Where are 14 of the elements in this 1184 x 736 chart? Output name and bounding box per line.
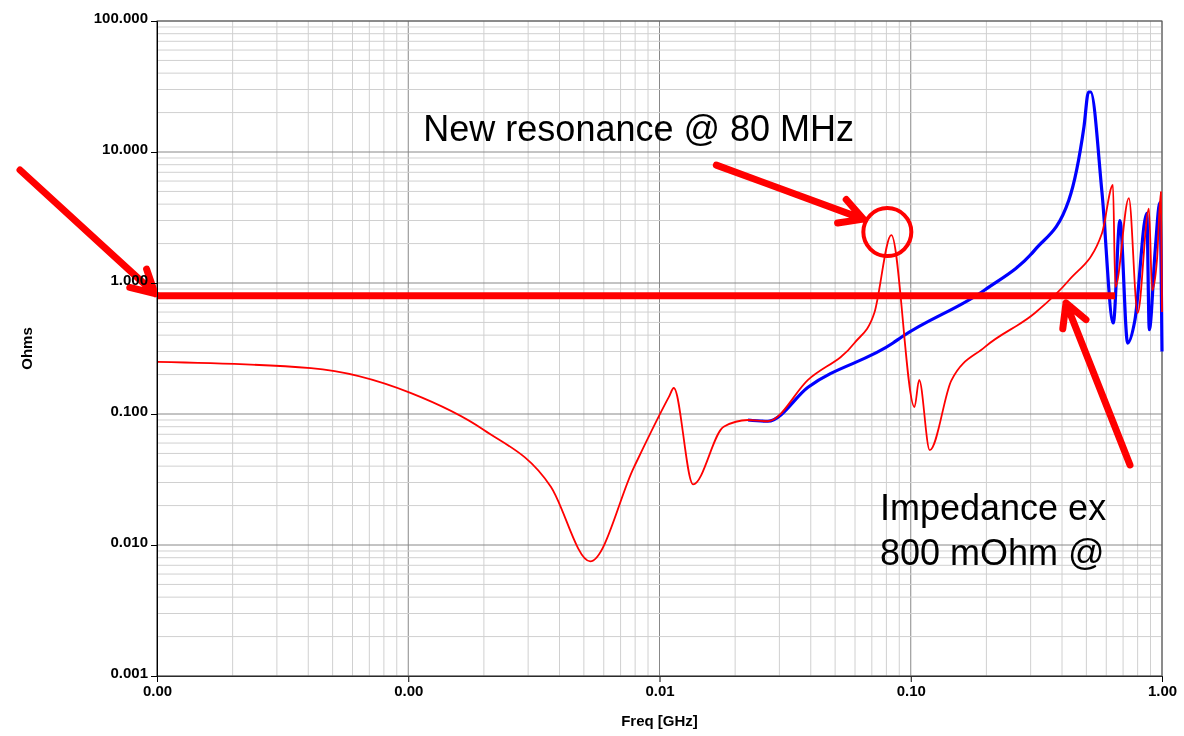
- x-axis-title: Freq [GHz]: [621, 712, 698, 729]
- x-tick-label: 0.01: [645, 681, 675, 699]
- x-tick-label: 0.00: [394, 681, 424, 699]
- y-axis-title: Ohms: [18, 327, 35, 370]
- y-tick-label: 100.000: [93, 9, 148, 26]
- x-tick-label: 0.00: [142, 681, 173, 699]
- y-tick-label: 0.001: [110, 664, 148, 681]
- y-tick-label: 0.010: [110, 533, 148, 550]
- x-tick-label: 0.10: [896, 681, 926, 699]
- x-tick-label: 1.00: [1147, 681, 1178, 699]
- y-tick-label: 0.100: [110, 402, 148, 419]
- y-tick-label: 10.000: [102, 140, 148, 157]
- annotation: Impedance ex 800 mOhm @: [880, 487, 1107, 573]
- annotation: New resonance @ 80 MHz: [423, 108, 855, 150]
